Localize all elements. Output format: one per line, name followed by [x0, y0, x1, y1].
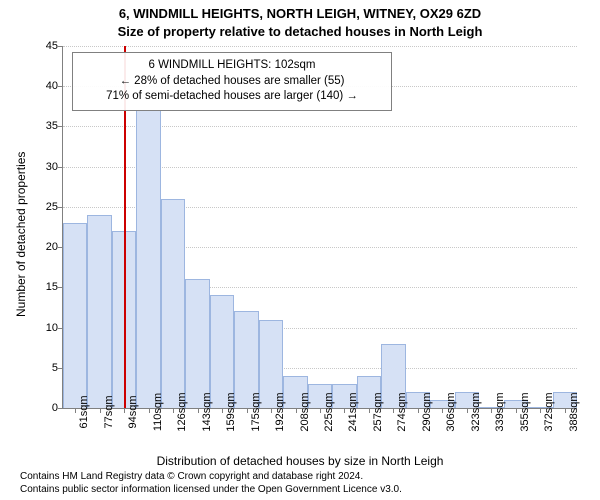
annotation-box: 6 WINDMILL HEIGHTS: 102sqm ← 28% of deta…: [72, 52, 392, 111]
x-tick-label: 159sqm: [225, 392, 237, 431]
y-axis-label: Number of detached properties: [14, 152, 28, 317]
x-tick-label: 208sqm: [299, 392, 311, 431]
chart-title-subtitle: Size of property relative to detached ho…: [0, 24, 600, 39]
y-tick-label: 25: [28, 201, 58, 213]
x-tick-mark: [173, 408, 174, 413]
histogram-bar: [87, 215, 111, 408]
x-tick-label: 110sqm: [152, 393, 164, 431]
y-tick-label: 35: [28, 120, 58, 132]
y-tick-mark: [58, 126, 63, 127]
annotation-line3: 71% of semi-detached houses are larger (…: [81, 89, 383, 105]
x-tick-mark: [271, 408, 272, 413]
x-tick-mark: [491, 408, 492, 413]
x-tick-mark: [393, 408, 394, 413]
x-tick-mark: [442, 408, 443, 413]
histogram-bar: [185, 279, 209, 408]
x-tick-label: 274sqm: [396, 392, 408, 431]
x-tick-label: 290sqm: [421, 392, 433, 431]
x-tick-mark: [124, 408, 125, 413]
x-tick-mark: [516, 408, 517, 413]
x-tick-label: 257sqm: [372, 392, 384, 431]
x-tick-mark: [100, 408, 101, 413]
footer-line2: Contains public sector information licen…: [20, 484, 580, 497]
x-tick-mark: [369, 408, 370, 413]
x-tick-label: 143sqm: [201, 392, 213, 431]
y-tick-label: 40: [28, 80, 58, 92]
x-tick-mark: [198, 408, 199, 413]
annotation-line2: ← 28% of detached houses are smaller (55…: [81, 74, 383, 90]
footer: Contains HM Land Registry data © Crown c…: [20, 471, 580, 496]
y-tick-mark: [58, 46, 63, 47]
x-tick-mark: [222, 408, 223, 413]
y-tick-mark: [58, 408, 63, 409]
footer-line1: Contains HM Land Registry data © Crown c…: [20, 471, 580, 484]
y-tick-label: 0: [28, 402, 58, 414]
y-tick-label: 15: [28, 281, 58, 293]
x-tick-label: 61sqm: [78, 395, 90, 428]
x-tick-mark: [320, 408, 321, 413]
y-tick-label: 30: [28, 161, 58, 173]
x-tick-label: 306sqm: [445, 392, 457, 431]
y-tick-mark: [58, 167, 63, 168]
x-axis-label: Distribution of detached houses by size …: [0, 454, 600, 468]
x-tick-label: 339sqm: [494, 392, 506, 431]
annotation-line1: 6 WINDMILL HEIGHTS: 102sqm: [81, 58, 383, 74]
y-tick-label: 20: [28, 241, 58, 253]
x-tick-label: 372sqm: [543, 392, 555, 431]
x-tick-mark: [75, 408, 76, 413]
y-tick-mark: [58, 86, 63, 87]
x-tick-mark: [565, 408, 566, 413]
x-tick-mark: [247, 408, 248, 413]
x-tick-mark: [149, 408, 150, 413]
x-tick-label: 225sqm: [323, 392, 335, 431]
x-tick-label: 192sqm: [274, 392, 286, 431]
x-tick-label: 175sqm: [250, 392, 262, 431]
x-tick-label: 94sqm: [127, 395, 139, 428]
chart-wrapper: { "titles": { "line1": "6, WINDMILL HEIG…: [0, 0, 600, 500]
histogram-bar: [161, 199, 185, 408]
chart-title-address: 6, WINDMILL HEIGHTS, NORTH LEIGH, WITNEY…: [0, 6, 600, 21]
x-tick-label: 77sqm: [103, 395, 115, 428]
x-tick-label: 126sqm: [176, 392, 188, 431]
x-tick-label: 323sqm: [470, 392, 482, 431]
histogram-bar: [63, 223, 87, 408]
x-tick-mark: [540, 408, 541, 413]
gridline: [63, 46, 577, 47]
histogram-bar: [136, 110, 160, 408]
y-tick-label: 10: [28, 322, 58, 334]
y-tick-label: 45: [28, 40, 58, 52]
x-tick-label: 355sqm: [519, 392, 531, 431]
x-tick-label: 388sqm: [568, 392, 580, 431]
histogram-bar: [210, 295, 234, 408]
x-tick-mark: [467, 408, 468, 413]
y-tick-label: 5: [28, 362, 58, 374]
y-tick-mark: [58, 207, 63, 208]
x-tick-mark: [296, 408, 297, 413]
x-tick-mark: [418, 408, 419, 413]
x-tick-label: 241sqm: [347, 392, 359, 431]
x-tick-mark: [344, 408, 345, 413]
